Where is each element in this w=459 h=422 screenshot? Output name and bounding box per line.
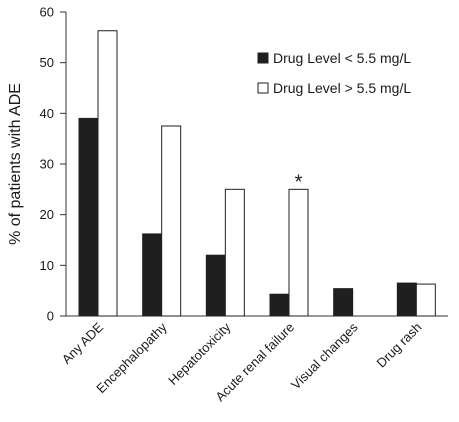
legend-swatch <box>257 52 269 64</box>
bar-low-level <box>269 293 290 317</box>
y-tick-label: 20 <box>40 207 54 222</box>
y-tick-label: 50 <box>40 55 54 70</box>
bar-high-level <box>415 283 436 317</box>
y-tick-label: 30 <box>40 157 54 172</box>
y-axis-label: % of patients with ADE <box>7 83 24 245</box>
legend-label: Drug Level < 5.5 mg/L <box>273 50 411 66</box>
x-tick-label: Hepatotoxicity <box>165 319 234 388</box>
y-tick-label: 0 <box>47 309 54 324</box>
legend-label: Drug Level > 5.5 mg/L <box>273 80 411 96</box>
annotations: * <box>295 171 303 193</box>
y-tick-labels: 0 10 20 30 40 50 60 <box>40 5 66 324</box>
bar-high-level <box>288 188 309 317</box>
bar-low-level <box>205 254 226 317</box>
y-tick-label: 40 <box>40 106 54 121</box>
x-tick-label: Drug rash <box>373 320 424 371</box>
legend: Drug Level < 5.5 mg/L Drug Level > 5.5 mg… <box>257 50 411 96</box>
bars <box>78 30 436 317</box>
bar-high-level <box>161 125 182 317</box>
x-tick-labels: Any ADEEncephalopathyHepatotoxicityAcute… <box>59 319 425 404</box>
legend-swatch <box>257 82 269 94</box>
bar-low-level <box>396 282 417 317</box>
bar-high-level <box>97 30 118 317</box>
y-tick-label: 10 <box>40 258 54 273</box>
x-tick-label: Any ADE <box>59 319 107 367</box>
bar-low-level <box>333 288 354 317</box>
bar-low-level <box>78 117 99 317</box>
significance-marker: * <box>295 171 303 193</box>
y-tick-label: 60 <box>40 5 54 20</box>
x-tick-label: Visual changes <box>288 319 361 392</box>
bar-high-level <box>224 188 245 317</box>
bar-low-level <box>142 233 163 317</box>
